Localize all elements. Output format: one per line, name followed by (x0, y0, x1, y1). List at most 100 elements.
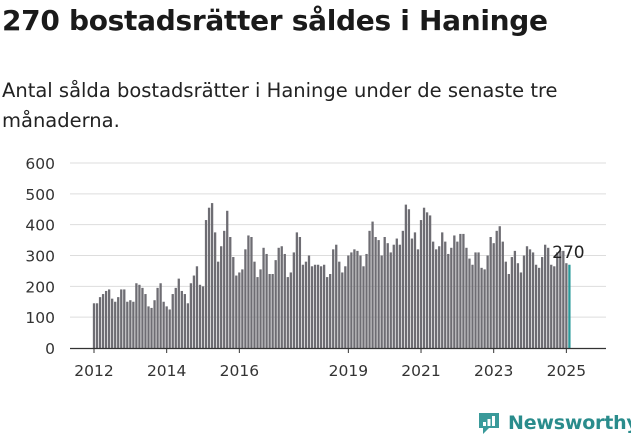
bar (180, 290, 183, 348)
bar (147, 306, 150, 348)
bar (350, 252, 353, 348)
bar (519, 272, 523, 348)
x-tick-label: 2023 (474, 362, 513, 380)
y-tick-label: 100 (25, 309, 55, 327)
bar (377, 240, 380, 348)
bar (528, 249, 532, 348)
bar (550, 264, 553, 348)
bar (540, 257, 544, 348)
bar (271, 274, 274, 348)
bar (92, 303, 96, 348)
bar (201, 286, 205, 348)
x-tick-label: 2016 (220, 362, 259, 380)
bar (559, 250, 562, 348)
bar (341, 272, 344, 348)
bar (247, 235, 250, 348)
bar (153, 300, 156, 348)
bar (207, 207, 211, 348)
bar (307, 255, 311, 348)
bar (459, 233, 462, 348)
bar (565, 263, 568, 348)
value-annotation: 270 (552, 243, 584, 263)
bar (383, 237, 386, 348)
bar (292, 252, 295, 348)
bar (389, 252, 392, 348)
bar (495, 230, 498, 348)
bar (326, 277, 329, 348)
chart-subtitle: Antal sålda bostadsrätter i Haninge unde… (2, 79, 558, 132)
bar (444, 241, 447, 348)
bar (462, 233, 465, 348)
bar (344, 266, 347, 348)
bar (189, 283, 193, 348)
bar (129, 300, 132, 348)
bar (280, 246, 283, 348)
bar (547, 247, 550, 348)
x-tick-label: 2025 (547, 362, 586, 380)
bar (371, 221, 374, 348)
bar (477, 252, 480, 348)
x-tick-label: 2012 (74, 362, 113, 380)
bar (256, 277, 259, 348)
bar (404, 204, 408, 348)
bar (465, 247, 468, 348)
bar (435, 249, 438, 348)
bar (425, 212, 429, 348)
bar (534, 264, 538, 348)
x-tick-label: 2021 (401, 362, 440, 380)
bar (353, 249, 356, 348)
bar (537, 267, 541, 348)
bar (407, 209, 411, 348)
bar (510, 257, 514, 348)
y-tick-label: 500 (25, 186, 55, 204)
bar (319, 266, 323, 348)
bar-highlight (568, 264, 571, 348)
bar (456, 241, 459, 348)
bar (356, 250, 359, 348)
bar (159, 283, 162, 348)
bar (120, 289, 123, 348)
bar (111, 298, 114, 348)
bar (338, 261, 341, 348)
bar (516, 263, 520, 348)
bar (156, 287, 159, 348)
bar (410, 238, 414, 348)
bar (507, 274, 510, 348)
bar (135, 283, 138, 348)
bar (235, 275, 238, 348)
bar (144, 294, 147, 348)
bar (265, 253, 268, 348)
bar (98, 297, 102, 348)
y-tick-label: 300 (25, 248, 55, 266)
bar (441, 232, 444, 348)
y-tick-label: 0 (45, 340, 55, 358)
bar (204, 220, 208, 348)
bar (313, 264, 317, 348)
bar (380, 255, 383, 348)
bar (186, 303, 190, 348)
bar (162, 301, 165, 348)
bar (298, 237, 302, 348)
x-tick-label: 2019 (329, 362, 368, 380)
y-tick-label: 400 (25, 217, 55, 235)
bar (513, 250, 517, 348)
bar (398, 244, 401, 348)
bar (117, 297, 120, 348)
bar (453, 235, 456, 348)
bar (392, 244, 395, 348)
bar (447, 253, 450, 348)
bar (289, 272, 292, 348)
bar (480, 267, 483, 348)
bar (195, 266, 199, 348)
bar (329, 274, 332, 348)
bar (531, 252, 535, 348)
brand-logo: Newsworthy (476, 408, 631, 438)
bar (171, 294, 174, 348)
bar (165, 306, 168, 348)
bar (286, 277, 289, 348)
bar (101, 294, 105, 348)
bar (316, 264, 320, 348)
bar (226, 210, 229, 348)
bar (95, 303, 99, 348)
bar (386, 243, 389, 348)
